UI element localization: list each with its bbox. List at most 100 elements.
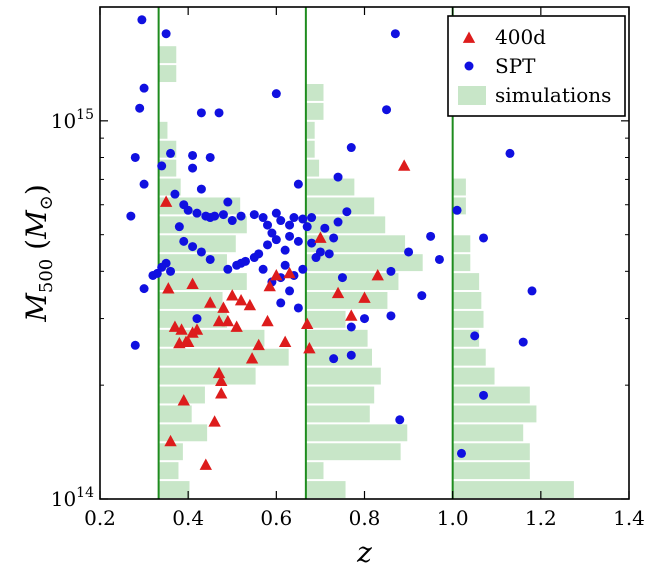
legend-label-400d: 400d <box>495 25 546 49</box>
spt-point-58 <box>293 236 303 246</box>
spt-point-70 <box>240 256 250 266</box>
spt-point-94 <box>360 314 369 324</box>
spt-point-16 <box>346 143 356 153</box>
legend-spt-marker <box>464 61 474 71</box>
400d-point-3 <box>168 320 182 332</box>
spt-point-24 <box>183 205 193 215</box>
spt-point-88 <box>285 286 295 296</box>
400d-point-28 <box>263 279 276 292</box>
spt-point-78 <box>311 253 321 263</box>
spt-point-101 <box>395 415 405 425</box>
sim-bar-bin1-8 <box>158 329 265 347</box>
spt-point-38 <box>285 220 295 230</box>
spt-point-56 <box>280 245 290 255</box>
sim-bar-bin2-18 <box>305 140 315 158</box>
spt-point-75 <box>280 260 290 270</box>
sim-bar-bin1-22 <box>158 65 177 83</box>
spt-point-59 <box>307 238 317 248</box>
sim-bar-bin1-1 <box>158 462 179 480</box>
legend: 400d SPT simulations <box>447 15 626 117</box>
spt-point-0 <box>137 15 147 25</box>
400d-point-30 <box>278 335 292 347</box>
sim-bar-bin2-12 <box>305 254 423 272</box>
spt-point-48 <box>188 242 198 252</box>
sim-bar-bin3-4 <box>452 405 537 423</box>
spt-point-93 <box>346 322 356 332</box>
spt-point-46 <box>174 222 184 232</box>
sim-bar-bin3-10 <box>452 292 482 309</box>
sim-bar-bin1-6 <box>158 367 256 385</box>
legend-label-simulations: simulations <box>495 83 611 107</box>
spt-point-98 <box>470 331 480 341</box>
spt-point-47 <box>179 236 189 246</box>
400d-point-24 <box>243 298 257 311</box>
sim-bar-bin3-1 <box>452 462 530 480</box>
spt-point-100 <box>518 337 528 347</box>
spt-point-40 <box>298 214 308 224</box>
spt-point-18 <box>293 179 303 189</box>
x-tick-label-2: 0.6 <box>260 506 292 530</box>
400d-point-25 <box>245 352 259 364</box>
y-title-base: M <box>20 292 53 323</box>
sim-bar-bin1-3 <box>158 424 208 442</box>
spt-point-30 <box>223 197 233 207</box>
spt-point-2 <box>139 83 149 93</box>
sim-bar-bin2-10 <box>305 292 388 309</box>
sim-bar-bin1-19 <box>158 121 168 139</box>
y-title-open: ( <box>20 239 53 259</box>
spt-point-9 <box>196 108 206 118</box>
400d-point-29 <box>270 268 283 281</box>
400d-point-12 <box>199 458 212 470</box>
sim-bar-bin3-6 <box>452 367 495 385</box>
spt-point-43 <box>320 223 330 233</box>
spt-point-14 <box>390 29 400 39</box>
legend-label-SPT: SPT <box>495 54 536 78</box>
400d-point-35 <box>331 286 345 299</box>
400d-point-19 <box>217 301 230 313</box>
sim-bar-bin1-7 <box>158 348 289 366</box>
400d-point-5 <box>175 323 188 335</box>
spt-point-61 <box>329 233 339 243</box>
sim-bar-bin2-6 <box>305 367 381 385</box>
spt-point-97 <box>386 311 396 321</box>
400d-point-0 <box>159 195 173 207</box>
400d-point-32 <box>301 317 314 330</box>
sim-bar-bin3-9 <box>452 310 484 328</box>
y-axis-title: M500 (M⊙) <box>20 184 57 323</box>
spt-point-12 <box>205 152 215 162</box>
400d-point-31 <box>283 266 296 279</box>
spt-point-35 <box>263 220 273 230</box>
spt-point-69 <box>232 260 242 270</box>
spt-point-68 <box>223 264 233 274</box>
sim-bar-bin1-5 <box>158 386 205 404</box>
sim-bar-bin2-7 <box>305 348 372 366</box>
sim-bar-bin3-13 <box>452 235 471 253</box>
spt-point-92 <box>130 340 140 350</box>
spt-point-17 <box>505 148 515 158</box>
sim-bar-bin2-19 <box>305 121 315 139</box>
x-tick-label-3: 0.8 <box>349 506 381 530</box>
spt-point-6 <box>139 179 149 189</box>
x-tick-label-5: 1.2 <box>525 506 557 530</box>
sim-bar-bin2-11 <box>305 273 399 291</box>
x-tick-label-0: 0.2 <box>84 506 116 530</box>
sim-bar-bin1-13 <box>158 235 236 253</box>
spt-point-4 <box>130 152 140 162</box>
spt-point-55 <box>271 235 281 245</box>
sim-bar-bin3-16 <box>452 178 466 196</box>
400d-point-16 <box>212 366 226 379</box>
400d-point-13 <box>204 296 217 308</box>
spt-point-103 <box>456 448 466 458</box>
spt-point-29 <box>218 210 228 220</box>
spt-point-66 <box>148 270 158 280</box>
sim-bar-bin2-21 <box>305 84 324 101</box>
spt-point-83 <box>426 231 436 241</box>
400d-point-38 <box>371 268 384 281</box>
spt-point-81 <box>386 266 396 276</box>
y-tick-label-1: 1015 <box>51 107 94 133</box>
spt-point-82 <box>404 247 414 257</box>
y-title-unit: M <box>20 209 53 240</box>
x-tick-label-1: 0.4 <box>172 506 204 530</box>
spt-point-8 <box>157 161 167 171</box>
spt-point-10 <box>214 108 224 118</box>
